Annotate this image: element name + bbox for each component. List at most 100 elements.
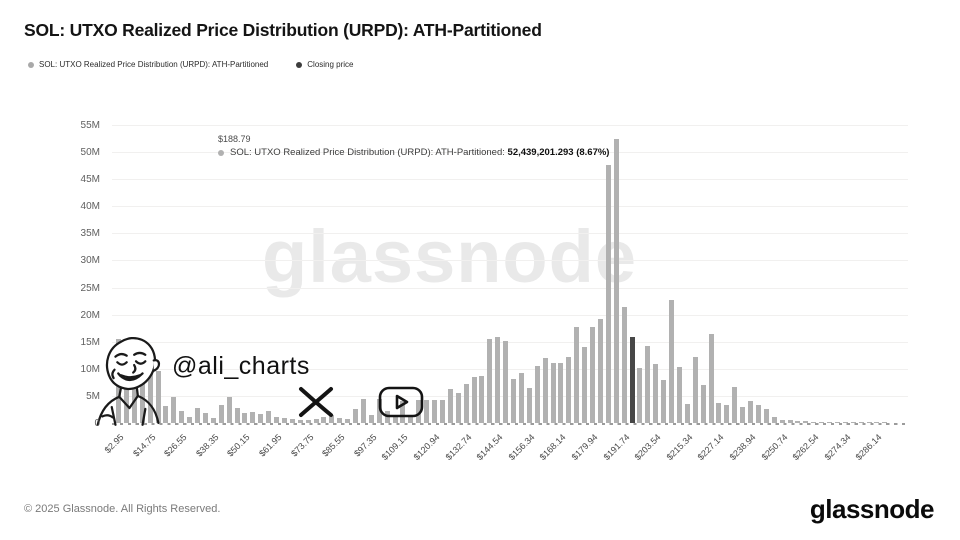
legend-item-closing-price[interactable]: Closing price — [296, 60, 354, 69]
urpd-bar[interactable] — [218, 405, 224, 423]
urpd-bar[interactable] — [281, 418, 287, 423]
urpd-bar[interactable] — [590, 326, 595, 423]
urpd-bar[interactable] — [834, 422, 840, 423]
urpd-bar[interactable] — [455, 393, 461, 423]
urpd-bar[interactable] — [447, 389, 453, 423]
urpd-bar[interactable] — [266, 410, 272, 423]
urpd-bar[interactable] — [582, 347, 588, 423]
urpd-bar[interactable] — [842, 422, 848, 423]
urpd-bar[interactable] — [139, 365, 145, 423]
urpd-bar[interactable] — [534, 365, 540, 423]
urpd-bar[interactable] — [463, 384, 469, 423]
urpd-bar[interactable] — [550, 363, 556, 423]
urpd-bar[interactable] — [621, 307, 627, 423]
urpd-bar[interactable] — [313, 419, 319, 423]
urpd-bar[interactable] — [684, 404, 690, 423]
urpd-bar[interactable] — [250, 412, 256, 423]
x-axis-tick-label: $38.35 — [193, 432, 221, 459]
urpd-bar[interactable] — [858, 422, 864, 423]
urpd-bar[interactable] — [258, 414, 264, 423]
urpd-bar[interactable] — [676, 367, 682, 423]
urpd-bar[interactable] — [439, 399, 445, 423]
urpd-bar[interactable] — [811, 421, 817, 423]
urpd-bar[interactable] — [416, 400, 422, 423]
urpd-bar[interactable] — [495, 337, 501, 423]
urpd-bar[interactable] — [392, 416, 398, 423]
closing-price-bar[interactable] — [629, 337, 635, 423]
urpd-bar[interactable] — [179, 410, 185, 423]
urpd-bar[interactable] — [360, 398, 366, 423]
urpd-bar[interactable] — [368, 414, 374, 423]
urpd-bar[interactable] — [147, 363, 153, 423]
urpd-bar[interactable] — [234, 408, 240, 423]
urpd-bar[interactable] — [542, 357, 548, 423]
urpd-bar[interactable] — [566, 357, 572, 423]
urpd-bar[interactable] — [732, 386, 738, 423]
urpd-bar[interactable] — [763, 409, 769, 423]
urpd-bar[interactable] — [321, 416, 327, 423]
urpd-bar[interactable] — [613, 138, 619, 423]
urpd-bar[interactable] — [187, 416, 193, 423]
urpd-bar[interactable] — [700, 385, 706, 423]
urpd-bar[interactable] — [574, 327, 580, 423]
urpd-bar[interactable] — [827, 422, 832, 423]
urpd-bar[interactable] — [432, 400, 437, 423]
urpd-bar[interactable] — [724, 405, 730, 423]
urpd-bar[interactable] — [479, 376, 485, 423]
urpd-bar[interactable] — [163, 406, 169, 423]
glassnode-logo[interactable]: glassnode — [809, 494, 935, 524]
urpd-bar[interactable] — [123, 366, 129, 423]
urpd-bar[interactable] — [353, 409, 358, 423]
urpd-bar[interactable] — [242, 413, 248, 423]
urpd-bar[interactable] — [226, 397, 232, 423]
urpd-bar[interactable] — [526, 387, 532, 423]
urpd-bar[interactable] — [171, 397, 177, 423]
urpd-bar[interactable] — [819, 421, 825, 423]
urpd-bar[interactable] — [400, 401, 406, 423]
urpd-bar[interactable] — [708, 333, 714, 423]
urpd-bar[interactable] — [755, 404, 761, 423]
urpd-bar[interactable] — [202, 412, 208, 423]
urpd-bar[interactable] — [511, 378, 516, 423]
gridline — [112, 341, 908, 343]
urpd-bar[interactable] — [558, 362, 564, 423]
urpd-bar[interactable] — [637, 367, 643, 423]
urpd-bar[interactable] — [297, 420, 303, 423]
urpd-bar[interactable] — [803, 421, 809, 423]
urpd-bar[interactable] — [329, 414, 335, 423]
urpd-bar[interactable] — [645, 345, 651, 423]
urpd-bar[interactable] — [195, 408, 200, 423]
urpd-bar[interactable] — [471, 376, 477, 423]
urpd-bar[interactable] — [866, 422, 872, 423]
urpd-bar[interactable] — [274, 416, 279, 423]
urpd-bar[interactable] — [795, 421, 801, 423]
urpd-bar[interactable] — [716, 402, 722, 423]
urpd-bar[interactable] — [669, 300, 674, 423]
urpd-bar[interactable] — [518, 372, 524, 423]
urpd-bar[interactable] — [597, 318, 603, 423]
urpd-bar[interactable] — [874, 422, 880, 423]
urpd-bar[interactable] — [787, 420, 793, 423]
urpd-bar[interactable] — [376, 398, 382, 423]
urpd-bar[interactable] — [653, 363, 659, 423]
urpd-bar[interactable] — [487, 339, 493, 423]
urpd-bar[interactable] — [748, 401, 753, 423]
urpd-bar[interactable] — [345, 418, 351, 423]
urpd-bar[interactable] — [850, 422, 856, 423]
urpd-bar[interactable] — [155, 371, 161, 423]
urpd-bar[interactable] — [605, 165, 611, 423]
urpd-bar[interactable] — [210, 417, 216, 423]
urpd-bar[interactable] — [779, 419, 785, 423]
urpd-bar[interactable] — [740, 407, 746, 423]
urpd-bar[interactable] — [692, 357, 698, 423]
urpd-bar[interactable] — [424, 399, 430, 423]
urpd-bar[interactable] — [337, 417, 343, 423]
urpd-bar[interactable] — [408, 414, 414, 423]
urpd-bar[interactable] — [503, 340, 509, 423]
urpd-bar[interactable] — [771, 417, 777, 423]
urpd-bar[interactable] — [305, 420, 311, 423]
urpd-bar[interactable] — [661, 380, 667, 423]
urpd-bar[interactable] — [289, 419, 295, 423]
legend-item-urpd[interactable]: SOL: UTXO Realized Price Distribution (U… — [28, 60, 268, 69]
urpd-bar[interactable] — [882, 422, 888, 423]
